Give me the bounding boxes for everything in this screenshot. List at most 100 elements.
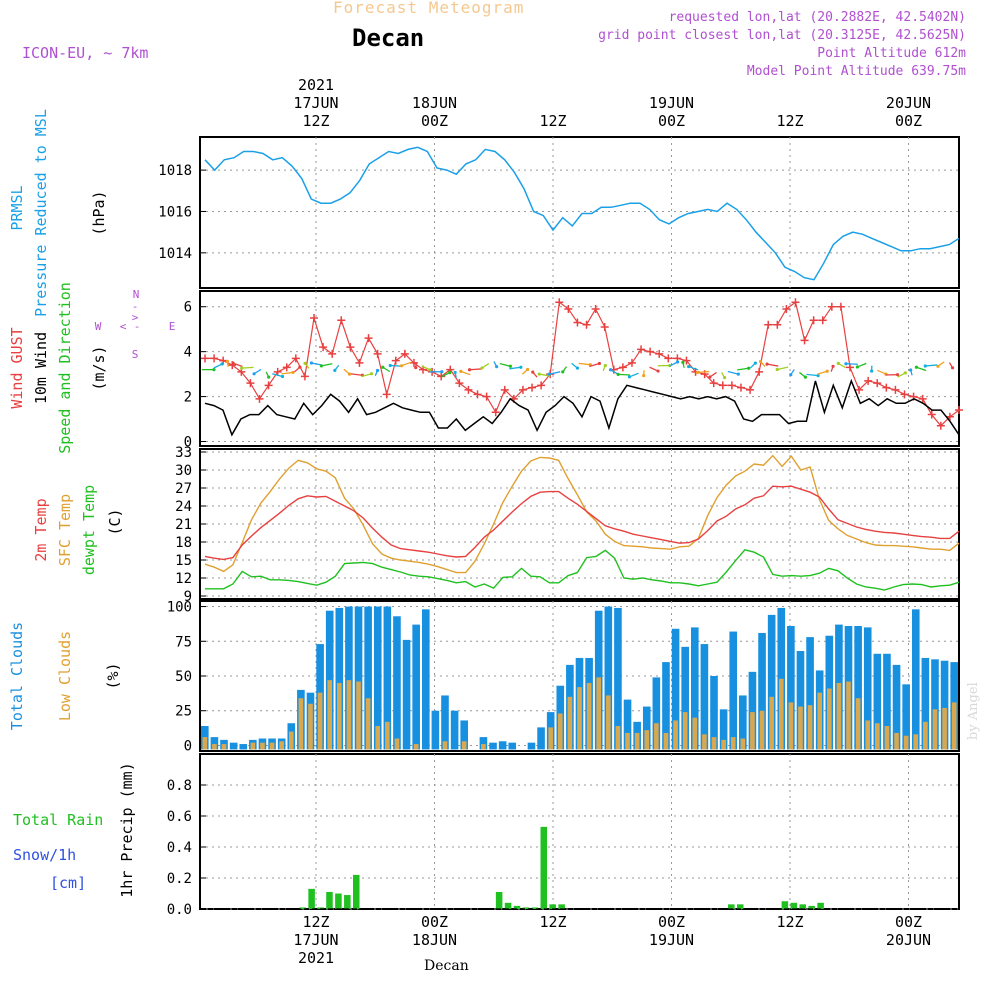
rain-bar bbox=[799, 904, 806, 909]
wind-arrow-head bbox=[480, 366, 484, 370]
gust-marker bbox=[518, 385, 527, 394]
wind-direction-arrow bbox=[578, 362, 591, 366]
bottom-time-label: 20JUN bbox=[886, 931, 931, 949]
wind-arrow-head bbox=[369, 372, 374, 376]
wind-arrow-head bbox=[923, 364, 927, 368]
y-tick-label: 0 bbox=[184, 738, 192, 754]
gust-marker bbox=[791, 298, 800, 307]
gust-marker bbox=[591, 304, 600, 313]
gust-marker bbox=[818, 316, 827, 325]
low-cloud-bar bbox=[615, 726, 621, 750]
low-cloud-bar bbox=[740, 738, 746, 750]
clouds-ylabel-low: Low Clouds bbox=[56, 631, 74, 721]
wind-arrow-head bbox=[508, 364, 512, 368]
low-cloud-bar bbox=[557, 713, 563, 750]
low-cloud-bar bbox=[788, 702, 794, 750]
rain-bar bbox=[736, 904, 744, 909]
total-cloud-bar bbox=[671, 628, 680, 750]
total-cloud-bar bbox=[498, 741, 507, 750]
total-cloud-bar bbox=[421, 609, 430, 750]
gust-marker bbox=[864, 376, 873, 385]
wind-direction-arrow bbox=[916, 366, 927, 372]
low-cloud-bar bbox=[317, 692, 323, 750]
total-cloud-bar bbox=[652, 677, 661, 750]
low-cloud-bar bbox=[913, 734, 919, 750]
compass-dash: - bbox=[134, 320, 141, 333]
gust-marker bbox=[482, 392, 491, 401]
wind-arrow-head bbox=[467, 368, 472, 372]
gust-marker bbox=[845, 363, 854, 372]
wind-arrow-head bbox=[816, 374, 820, 378]
gust-marker bbox=[437, 372, 446, 381]
wind-line bbox=[204, 378, 960, 437]
pressure-line bbox=[204, 146, 960, 281]
low-cloud-bar bbox=[778, 678, 784, 750]
low-cloud-bar bbox=[836, 682, 842, 750]
wind-arrow-head bbox=[291, 370, 295, 375]
low-cloud-bar bbox=[269, 742, 275, 750]
gust-marker bbox=[473, 390, 482, 399]
total-cloud-bar bbox=[921, 657, 930, 750]
gust-marker bbox=[264, 381, 273, 390]
low-cloud-bar bbox=[721, 739, 726, 750]
total-cloud-bar bbox=[911, 609, 920, 750]
gust-marker bbox=[455, 379, 464, 388]
compass-left: < bbox=[120, 320, 127, 333]
gust-marker bbox=[800, 336, 809, 345]
low-cloud-bar bbox=[884, 726, 890, 750]
compass-e: E bbox=[169, 320, 176, 333]
total-cloud-bar bbox=[479, 737, 488, 750]
snow-units: [cm] bbox=[50, 874, 86, 892]
rain-bar bbox=[522, 907, 530, 909]
wind-arrow-head bbox=[789, 373, 793, 377]
dewpt-line bbox=[205, 549, 960, 591]
gust-marker bbox=[573, 318, 582, 327]
total-cloud-bar bbox=[383, 606, 392, 750]
gust-marker bbox=[300, 372, 309, 381]
low-cloud-bar bbox=[606, 695, 611, 750]
rain-bar bbox=[531, 907, 539, 909]
compass-s: S bbox=[132, 348, 139, 361]
low-cloud-bar bbox=[846, 681, 851, 750]
gust-marker bbox=[201, 354, 209, 363]
sfc-temp-line bbox=[204, 454, 960, 574]
wind-arrow-head bbox=[414, 365, 418, 370]
top-time-label: 19JUN bbox=[649, 94, 694, 112]
total-cloud-bar bbox=[940, 660, 949, 750]
gust-marker bbox=[555, 298, 564, 307]
gust-marker bbox=[255, 394, 264, 403]
clouds-ylabel-units: (%) bbox=[104, 662, 122, 689]
wind-arrow-head bbox=[675, 360, 680, 364]
rain-bar bbox=[299, 907, 306, 909]
total-cloud-bar bbox=[345, 606, 353, 750]
wind-arrow-head bbox=[547, 372, 551, 376]
total-cloud-bar bbox=[796, 651, 805, 750]
rain-bar bbox=[344, 895, 351, 909]
gust-marker bbox=[337, 316, 346, 325]
y-tick-label: 75 bbox=[175, 634, 192, 650]
wind-arrow-head bbox=[803, 375, 808, 379]
gust-marker bbox=[709, 379, 718, 388]
low-cloud-bar bbox=[308, 703, 313, 750]
gust-marker bbox=[927, 410, 936, 419]
wind-arrow-head bbox=[347, 372, 352, 376]
total-cloud-bar bbox=[239, 744, 248, 750]
rain-bar bbox=[558, 904, 565, 909]
wind-arrow-head bbox=[519, 365, 523, 369]
low-cloud-bar bbox=[730, 737, 736, 750]
gust-marker bbox=[646, 347, 655, 356]
wind-ylabel-gust: Wind GUST bbox=[8, 327, 26, 408]
y-tick-label: 1018 bbox=[158, 163, 192, 179]
top-time-label: 20JUN bbox=[886, 94, 931, 112]
clouds-ylabel-total: Total Clouds bbox=[8, 622, 26, 730]
gust-marker bbox=[500, 385, 509, 394]
wind-arrow-head bbox=[903, 371, 907, 375]
gust-marker bbox=[746, 385, 755, 394]
rain-bar bbox=[728, 904, 735, 909]
wind-arrow-head bbox=[616, 372, 620, 377]
wind-arrow-head bbox=[753, 361, 758, 365]
total-cloud-bar bbox=[883, 653, 891, 750]
total-cloud-bar bbox=[412, 624, 420, 750]
gust-marker bbox=[373, 349, 382, 358]
y-tick-label: 1014 bbox=[158, 246, 192, 262]
